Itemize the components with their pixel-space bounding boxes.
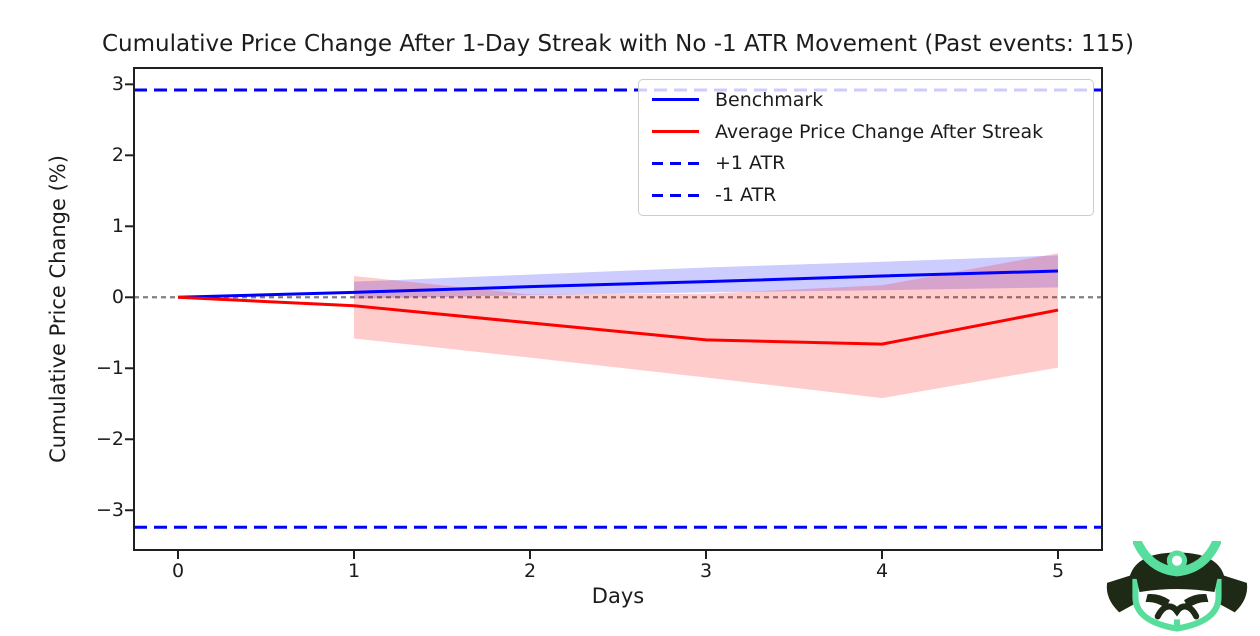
average-line-swatch-icon: [652, 130, 699, 134]
y-tick-label: −2: [95, 428, 124, 451]
x-tick-label: 5: [1051, 560, 1065, 582]
y-tick-label: 1: [111, 215, 124, 238]
x-axis-label: Days: [591, 584, 645, 608]
legend: Benchmark Average Price Change After Str…: [638, 79, 1094, 216]
samurai-logo-icon: [1106, 541, 1248, 632]
legend-item-label: -1 ATR: [715, 184, 777, 207]
plus-atr-swatch-icon: [652, 161, 699, 165]
legend-item-label: Benchmark: [715, 88, 824, 111]
y-tick-label: −1: [95, 357, 124, 380]
legend-item-plus-atr: +1 ATR: [639, 152, 1093, 174]
chart-title: Cumulative Price Change After 1-Day Stre…: [101, 31, 1135, 57]
y-tick-label: 3: [111, 73, 124, 96]
legend-item-label: Average Price Change After Streak: [715, 120, 1044, 143]
legend-item-minus-atr: -1 ATR: [639, 184, 1093, 206]
band-average-price-change-after-streak: [354, 253, 1058, 399]
legend-item-average: Average Price Change After Streak: [639, 121, 1093, 143]
axes-spines: [133, 67, 1103, 551]
x-tick-label: 3: [699, 560, 713, 582]
x-tick-label: 4: [875, 560, 889, 582]
legend-item-label: +1 ATR: [715, 152, 786, 175]
x-tick-label: 2: [523, 560, 537, 582]
line-average-price-change-after-streak: [177, 295, 1059, 346]
x-tick-label: 0: [171, 560, 185, 582]
x-tick-label: 1: [347, 560, 361, 582]
line-benchmark: [177, 269, 1059, 299]
minus-atr-swatch-icon: [652, 193, 699, 197]
y-tick-label: 2: [111, 144, 124, 167]
legend-item-benchmark: Benchmark: [639, 89, 1093, 111]
y-tick-label: −3: [95, 499, 124, 522]
benchmark-line-swatch-icon: [652, 98, 699, 102]
y-tick-label: 0: [111, 286, 124, 309]
